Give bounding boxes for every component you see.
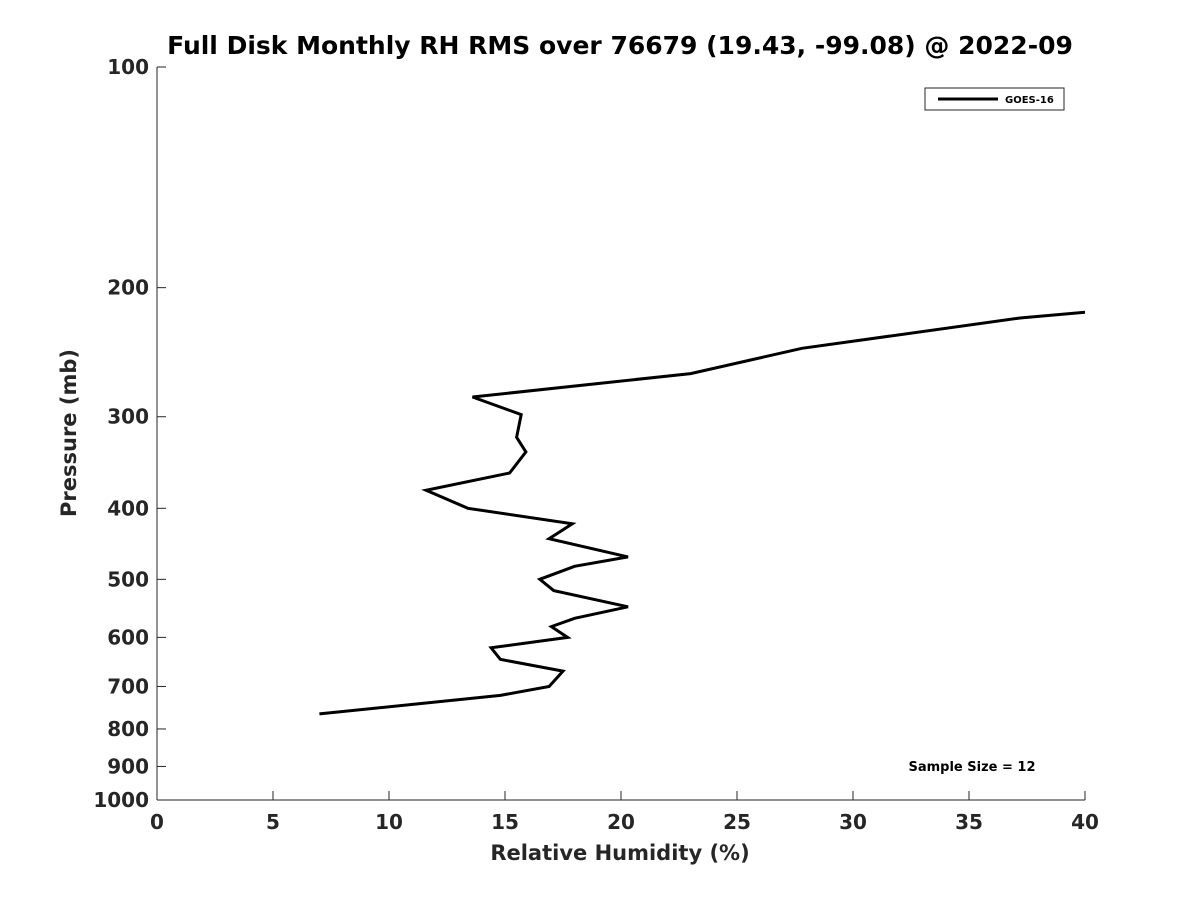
x-tick-label: 10 (375, 810, 403, 834)
x-tick-label: 15 (491, 810, 519, 834)
y-tick-label: 300 (107, 405, 149, 429)
y-tick-label: 100 (107, 55, 149, 79)
legend-entry-goes-16: GOES-16 (1005, 95, 1054, 106)
y-tick-label: 1000 (93, 788, 149, 812)
y-tick-label: 700 (107, 674, 149, 698)
y-tick-label: 900 (107, 754, 149, 778)
y-tick-label: 200 (107, 276, 149, 300)
y-tick-label: 500 (107, 567, 149, 591)
x-tick-label: 30 (839, 810, 867, 834)
y-tick-label: 600 (107, 625, 149, 649)
x-tick-label: 35 (955, 810, 983, 834)
y-tick-label: 800 (107, 717, 149, 741)
series-line-goes-16 (319, 310, 1086, 716)
axes (156, 67, 1085, 801)
x-tick-label: 0 (150, 810, 164, 834)
chart-title: Full Disk Monthly RH RMS over 76679 (19.… (167, 31, 1073, 60)
y-axis-label: Pressure (mb) (57, 349, 81, 517)
x-axis-label: Relative Humidity (%) (490, 841, 749, 865)
y-ticks: 100 200 300 400 500 600 700 800 900 1000 (93, 55, 166, 812)
x-ticks: 0 5 10 15 20 25 30 35 40 (150, 791, 1099, 834)
x-tick-label: 40 (1071, 810, 1099, 834)
y-tick-label: 400 (107, 496, 149, 520)
legend: GOES-16 (924, 87, 1065, 111)
x-tick-label: 25 (723, 810, 751, 834)
sample-size-annotation: Sample Size = 12 (908, 760, 1035, 775)
x-tick-label: 20 (607, 810, 635, 834)
x-tick-label: 5 (266, 810, 280, 834)
